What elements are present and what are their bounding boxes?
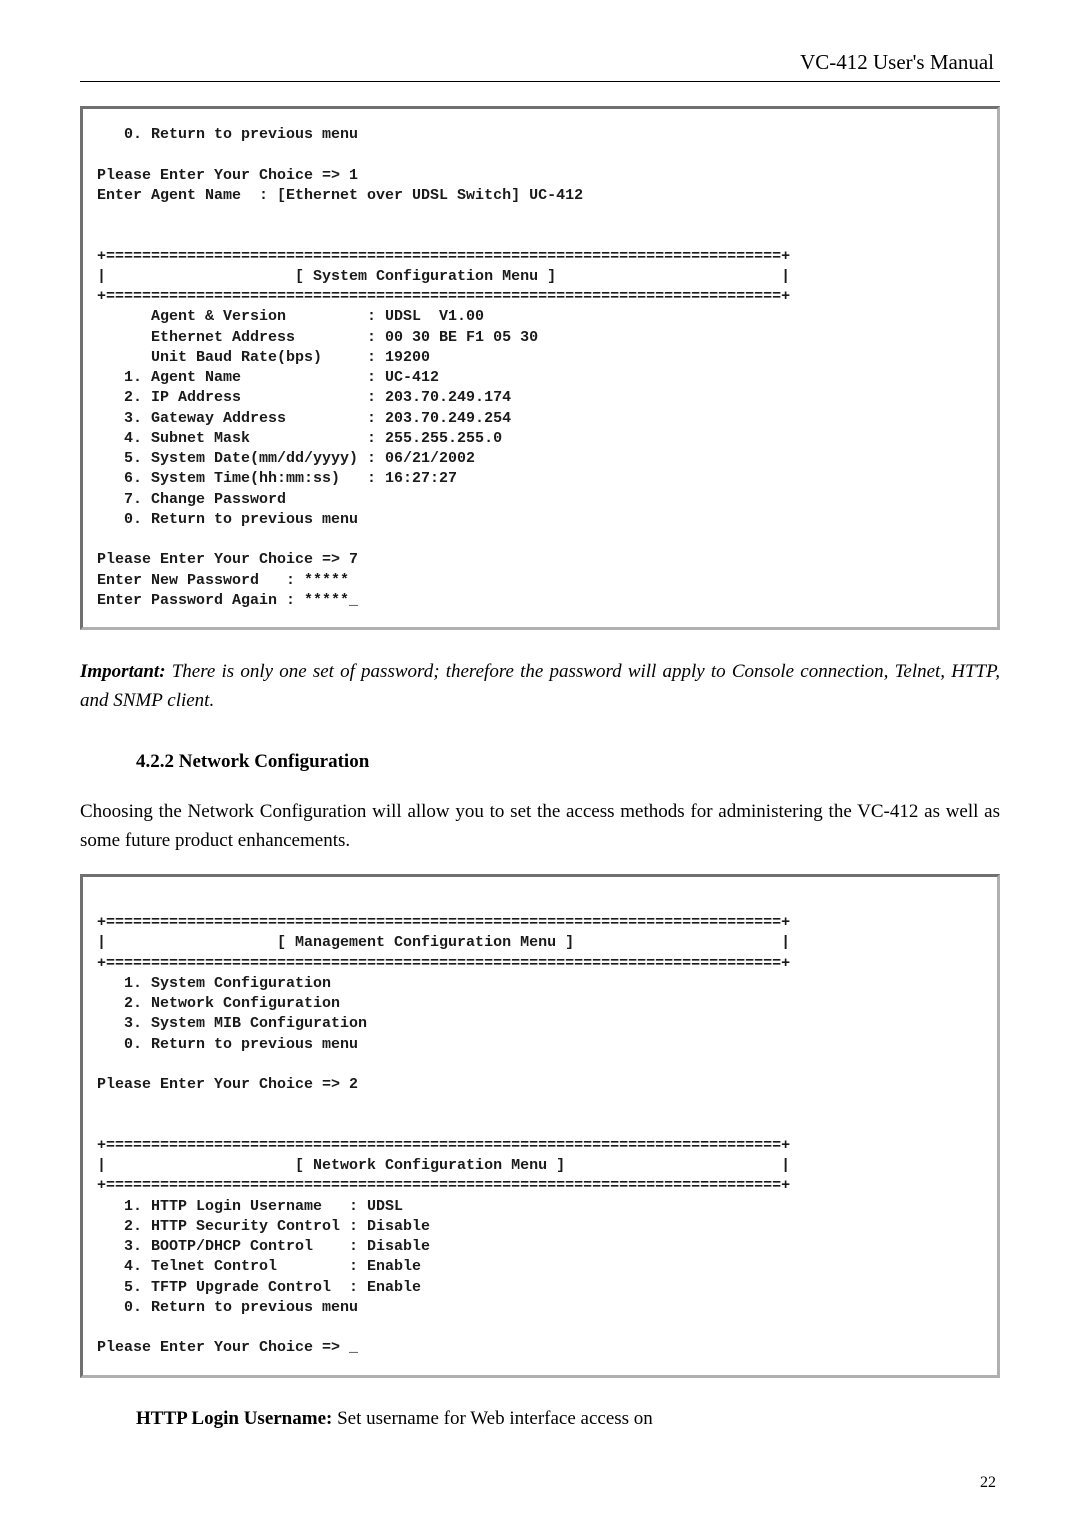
http-login-text: Set username for Web interface access on bbox=[332, 1408, 652, 1429]
terminal-screenshot-2: +=======================================… bbox=[80, 874, 1000, 1378]
page-header: VC-412 User's Manual bbox=[80, 50, 1000, 82]
http-login-label: HTTP Login Username: bbox=[136, 1408, 332, 1429]
important-label: Important: bbox=[80, 661, 166, 682]
paragraph-network-config: Choosing the Network Configuration will … bbox=[80, 797, 1000, 856]
important-text: There is only one set of password; there… bbox=[80, 661, 1000, 711]
important-note: Important: There is only one set of pass… bbox=[80, 658, 1000, 715]
terminal-screenshot-1: 0. Return to previous menu Please Enter … bbox=[80, 106, 1000, 630]
page-number: 22 bbox=[980, 1474, 996, 1492]
section-heading-422: 4.2.2 Network Configuration bbox=[136, 751, 1000, 773]
http-login-line: HTTP Login Username: Set username for We… bbox=[136, 1408, 1000, 1430]
